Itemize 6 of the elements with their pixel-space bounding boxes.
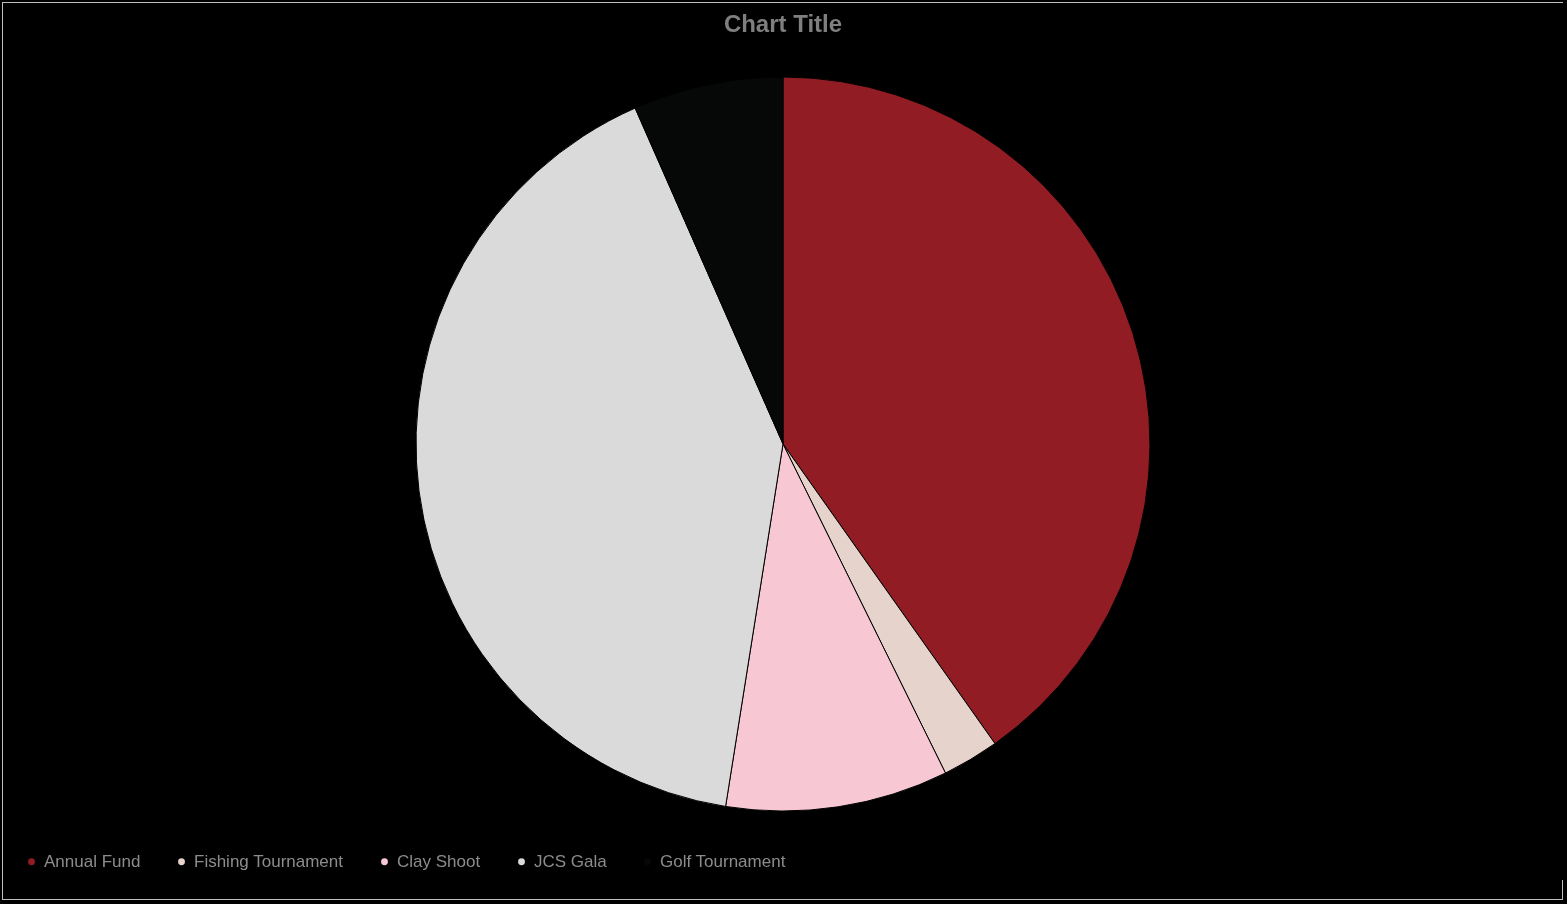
legend-label: Annual Fund bbox=[44, 851, 141, 871]
chart-title: Chart Title bbox=[723, 10, 843, 37]
legend-label: Golf Tournament bbox=[660, 851, 786, 871]
legend-label: JCS Gala bbox=[534, 851, 608, 871]
legend-label: Fishing Tournament bbox=[194, 851, 344, 871]
legend-label: Clay Shoot bbox=[397, 851, 481, 871]
